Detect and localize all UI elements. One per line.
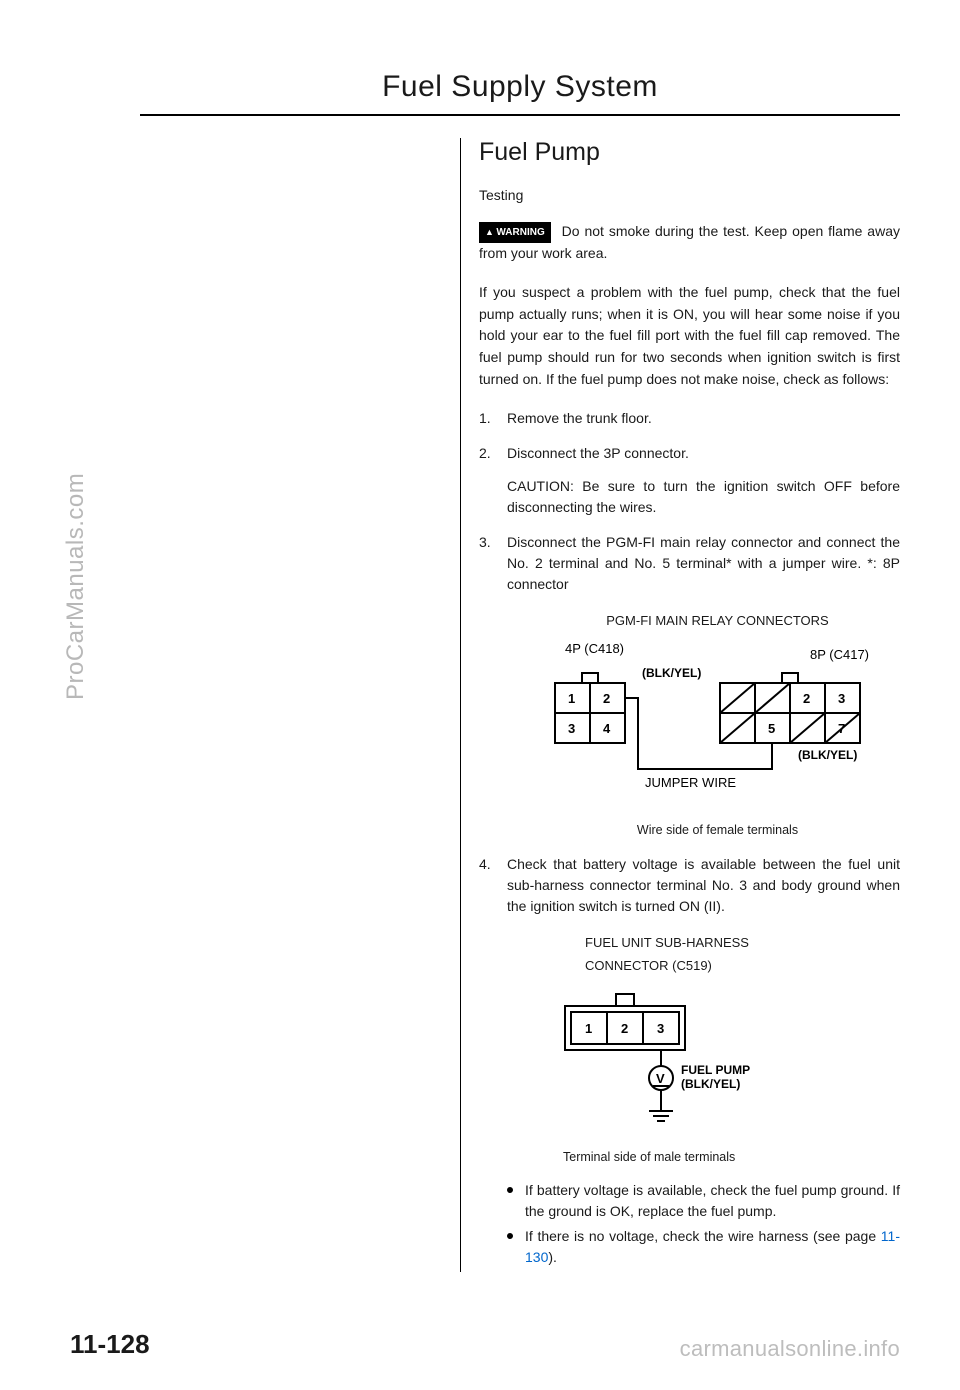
title-rule — [140, 114, 900, 116]
step-4-text: Check that battery voltage is available … — [507, 856, 900, 914]
diagram-subharness: FUEL UNIT SUB-HARNESS CONNECTOR (C519) 1 — [535, 933, 900, 1167]
d1-4p-label: 4P (C418) — [565, 641, 624, 656]
step-3-text: Disconnect the PGM-FI main relay connect… — [507, 534, 900, 592]
document-title: Fuel Supply System — [140, 70, 900, 104]
d1-4p-c4: 4 — [603, 721, 611, 736]
d2-c2: 2 — [621, 1021, 628, 1036]
intro-paragraph: If you suspect a problem with the fuel p… — [479, 282, 900, 390]
subheading-testing: Testing — [479, 187, 900, 203]
step-3: Disconnect the PGM-FI main relay connect… — [479, 532, 900, 839]
manual-page: Fuel Supply System Fuel Pump Testing WAR… — [0, 0, 960, 1390]
side-watermark: ProCarManuals.com — [62, 473, 90, 700]
d1-8p-b7: 7 — [838, 721, 845, 736]
footer-watermark: carmanualsonline.info — [680, 1336, 900, 1362]
page-number: 11-128 — [70, 1329, 150, 1360]
warning-badge: WARNING — [479, 222, 551, 243]
d1-jumper-label: JUMPER WIRE — [645, 775, 736, 790]
diagram2-title-l1: FUEL UNIT SUB-HARNESS — [585, 933, 900, 953]
diagram1-caption: Wire side of female terminals — [535, 821, 900, 840]
step-4: Check that battery voltage is available … — [479, 854, 900, 1167]
d2-pump-l2: (BLK/YEL) — [681, 1077, 740, 1091]
diagram2-svg: 1 2 3 V — [535, 986, 815, 1136]
d1-8p-t2: 2 — [803, 691, 810, 706]
step-2-text: Disconnect the 3P connector. — [507, 445, 689, 461]
left-gutter — [140, 138, 460, 1272]
step-2: Disconnect the 3P connector. CAUTION: Be… — [479, 443, 900, 518]
section-title: Fuel Pump — [461, 138, 900, 167]
bullet-2: If there is no voltage, check the wire h… — [507, 1226, 900, 1268]
d2-pump-l1: FUEL PUMP — [681, 1063, 750, 1077]
d2-c3: 3 — [657, 1021, 664, 1036]
warning-paragraph: WARNING Do not smoke during the test. Ke… — [479, 221, 900, 264]
d1-4p-c1: 1 — [568, 691, 575, 706]
d1-blkyel-left: (BLK/YEL) — [642, 666, 701, 680]
d2-c1: 1 — [585, 1021, 592, 1036]
diagram-relay-connectors: PGM-FI MAIN RELAY CONNECTORS 4P (C418) (… — [535, 611, 900, 839]
d1-4p-c2: 2 — [603, 691, 610, 706]
d1-4p-c3: 3 — [568, 721, 575, 736]
diagram1-title: PGM-FI MAIN RELAY CONNECTORS — [535, 611, 900, 631]
step-2-caution: CAUTION: Be sure to turn the ignition sw… — [507, 476, 900, 518]
main-column: Fuel Pump Testing WARNING Do not smoke d… — [460, 138, 900, 1272]
d1-blkyel-right: (BLK/YEL) — [798, 748, 857, 762]
bullet-2-post: ). — [548, 1249, 557, 1265]
bullet-list: If battery voltage is available, check t… — [479, 1180, 900, 1268]
d2-voltmeter: V — [656, 1071, 665, 1086]
bullet-1: If battery voltage is available, check t… — [507, 1180, 900, 1222]
step-list: Remove the trunk floor. Disconnect the 3… — [479, 408, 900, 1166]
diagram2-title-l2: CONNECTOR (C519) — [585, 956, 900, 976]
content-area: Fuel Pump Testing WARNING Do not smoke d… — [140, 138, 900, 1272]
d1-8p-b5: 5 — [768, 721, 775, 736]
step-1: Remove the trunk floor. — [479, 408, 900, 429]
bullet-2-pre: If there is no voltage, check the wire h… — [525, 1228, 881, 1244]
diagram1-svg: 4P (C418) (BLK/YEL) 1 2 3 4 — [535, 639, 895, 809]
d1-8p-t3: 3 — [838, 691, 845, 706]
diagram2-caption: Terminal side of male terminals — [563, 1148, 900, 1167]
d1-8p-label: 8P (C417) — [810, 647, 869, 662]
